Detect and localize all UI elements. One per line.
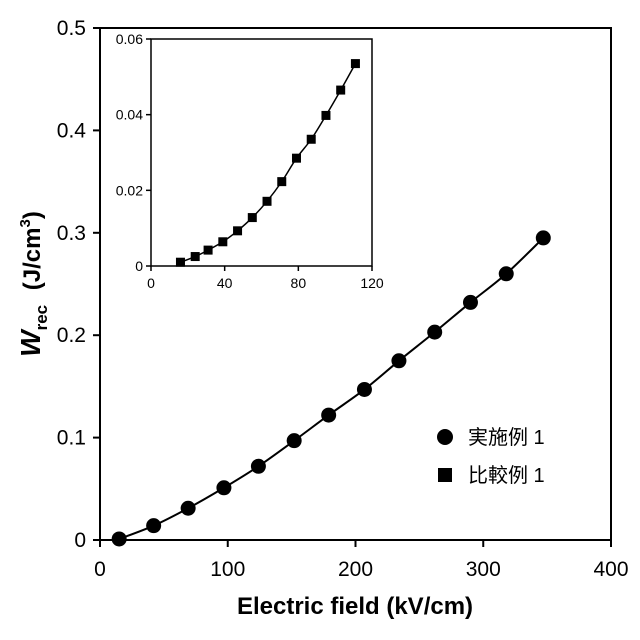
inset-x-tick-label: 40	[217, 275, 233, 291]
y-axis-symbol: W	[15, 328, 46, 357]
main-x-tick-label: 100	[210, 558, 245, 581]
inset-data-point	[307, 135, 316, 144]
inset-data-point	[218, 237, 227, 246]
inset-x-tick-label: 80	[291, 275, 307, 291]
inset-plot-frame	[151, 39, 372, 266]
inset-y-tick-label: 0.06	[116, 31, 143, 47]
y-axis-subscript: rec	[32, 305, 51, 331]
inset-x-tick-label: 0	[147, 275, 155, 291]
x-axis-title: Electric field (kV/cm)	[237, 593, 473, 620]
y-axis-title: Wrec (J/cm3)	[15, 211, 51, 357]
main-data-point	[146, 518, 161, 533]
main-y-tick-label: 0.1	[57, 427, 86, 450]
inset-y-tick-label: 0	[135, 258, 143, 274]
main-data-point	[287, 433, 302, 448]
y-axis-unit-power: 3	[17, 219, 34, 227]
main-x-tick-label: 400	[593, 558, 628, 581]
inset-data-point	[321, 111, 330, 120]
main-data-point	[536, 230, 551, 245]
inset-x-tick-label: 120	[360, 275, 384, 291]
main-data-point	[427, 325, 442, 340]
main-x-tick-label: 0	[94, 558, 106, 581]
legend-marker-circle	[437, 429, 453, 445]
main-series-points	[112, 230, 551, 546]
main-data-point	[357, 382, 372, 397]
legend-marker-square	[438, 468, 452, 482]
main-data-point	[321, 408, 336, 423]
main-y-tick-label: 0.5	[57, 17, 86, 40]
inset-data-point	[233, 226, 242, 235]
main-y-tick-label: 0.4	[57, 119, 87, 142]
inset-data-point	[248, 213, 257, 222]
main-y-tick-label: 0	[74, 529, 86, 552]
main-fit-line	[119, 238, 543, 539]
inset-data-point	[292, 154, 301, 163]
main-y-tick-label: 0.3	[57, 222, 86, 245]
main-data-point	[112, 531, 127, 546]
y-axis-unit-prefix: (J/cm	[19, 228, 46, 291]
inset-data-point	[204, 246, 213, 255]
inset-y-tick-label: 0.04	[116, 107, 143, 123]
main-data-point	[391, 353, 406, 368]
main-x-tick-label: 300	[466, 558, 501, 581]
main-x-tick-label: 200	[338, 558, 373, 581]
y-axis-unit-gap	[19, 298, 46, 305]
main-chart: 010020030040000.10.20.30.40.5 Electric f…	[0, 0, 640, 640]
main-data-point	[463, 295, 478, 310]
legend-label-series-2: 比較例 1	[468, 464, 545, 487]
main-data-point	[251, 459, 266, 474]
legend-label-series-1: 実施例 1	[468, 426, 545, 449]
inset-data-point	[351, 59, 360, 68]
inset-data-point	[277, 177, 286, 186]
main-data-point	[181, 501, 196, 516]
inset-data-point	[263, 197, 272, 206]
chart-figure: 010020030040000.10.20.30.40.5 Electric f…	[0, 0, 640, 640]
main-data-point	[499, 266, 514, 281]
inset-data-point	[336, 86, 345, 95]
inset-y-tick-label: 0.02	[116, 182, 143, 198]
y-axis-unit-suffix: )	[19, 211, 46, 219]
inset-data-point	[191, 252, 200, 261]
main-data-point	[216, 480, 231, 495]
main-y-tick-label: 0.2	[57, 324, 86, 347]
legend: 実施例 1 比較例 1	[437, 426, 545, 487]
inset-data-point	[176, 258, 185, 267]
